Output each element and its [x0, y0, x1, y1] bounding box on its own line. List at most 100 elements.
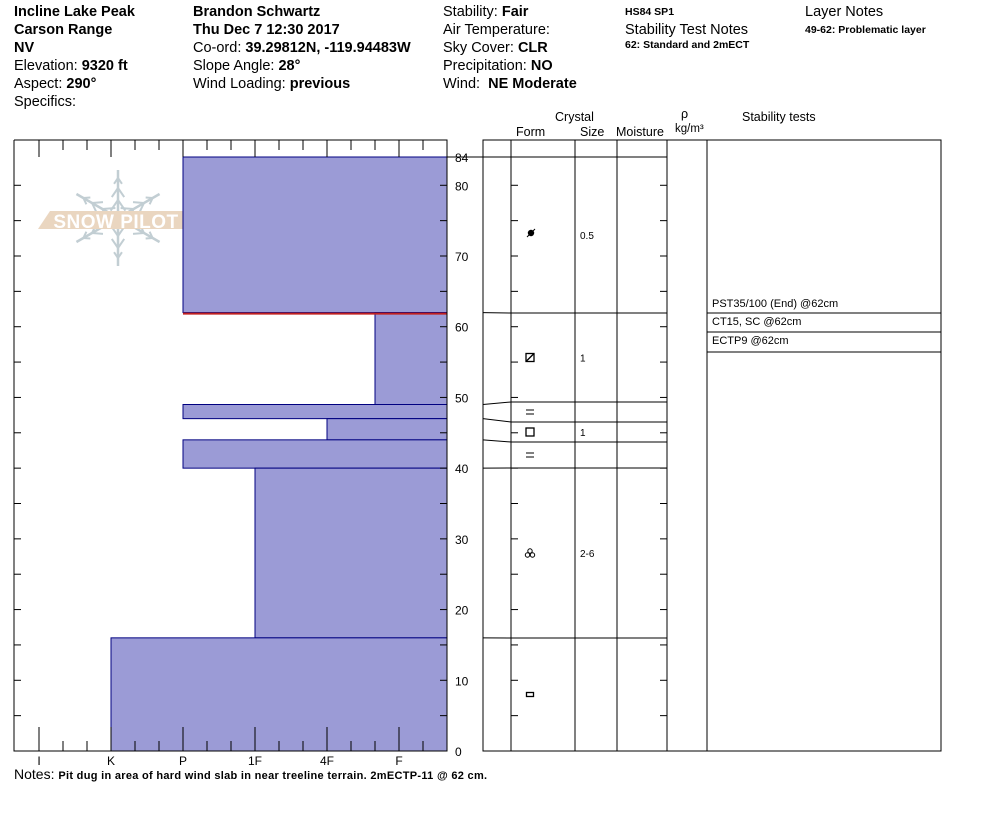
hardness-tick-label: K — [107, 754, 115, 768]
wind: Wind: NE Moderate — [443, 76, 577, 92]
stability: Stability: Fair — [443, 4, 529, 20]
hardness-tick-label: 1F — [248, 754, 262, 768]
square — [525, 427, 535, 437]
snowpilot-logo: SNOW PILOT — [38, 170, 195, 266]
slash — [526, 228, 536, 238]
depth-tick-label: 70 — [455, 250, 469, 264]
ice-crust-icon — [526, 409, 534, 415]
crystal-size: 1 — [580, 428, 586, 439]
layer-notes: 49-62: Problematic layer — [805, 24, 926, 36]
hs-label: HS84 SP1 — [625, 6, 675, 18]
snowflake-branch — [117, 251, 123, 259]
layer-table-frame — [482, 139, 942, 752]
hardness-bar — [182, 439, 448, 469]
hardness-tick-label: P — [179, 754, 187, 768]
notes: Notes: Pit dug in area of hard wind slab… — [14, 766, 488, 782]
slope-angle: Slope Angle: 28° — [193, 58, 301, 74]
snowflake-branch — [82, 197, 88, 205]
observer: Brandon Schwartz — [193, 4, 321, 20]
col-size: Size — [580, 125, 605, 139]
snowflake-branch — [91, 201, 104, 204]
col-rho: ρ — [681, 107, 689, 121]
faceted-rounded-icon — [525, 352, 535, 363]
snowflake-branch — [132, 201, 145, 204]
sky-cover: Sky Cover: CLR — [443, 40, 548, 56]
rounded-grains-icon — [525, 691, 535, 698]
layer-connector — [482, 418, 512, 423]
depth-tick-label: 10 — [455, 674, 469, 688]
hardness-bar — [182, 156, 448, 314]
wind-loading: Wind Loading: previous — [193, 76, 351, 92]
col-crystal: Crystal — [555, 110, 594, 124]
snowflake-branch — [148, 197, 154, 205]
col-stability-tests: Stability tests — [742, 110, 816, 124]
grain — [527, 548, 533, 554]
snowflake-branch — [132, 232, 145, 235]
snowflake-branch — [110, 187, 119, 198]
snowflake-branch — [91, 232, 104, 235]
stability-test: PST35/100 (End) @62cm — [712, 298, 838, 310]
col-form: Form — [516, 125, 546, 139]
precip-decomposed-icon — [526, 228, 536, 238]
depth-tick-label: 20 — [455, 604, 469, 618]
slash — [525, 353, 535, 362]
hardness-tick-label: 4F — [320, 754, 334, 768]
location: Incline Lake Peak — [14, 4, 135, 20]
melt-freeze-clusters-icon — [524, 548, 536, 558]
snowflake-branch — [117, 238, 126, 249]
stability-test: ECTP9 @62cm — [712, 335, 789, 347]
stability-test: CT15, SC @62cm — [712, 316, 801, 328]
hardness-tick-label: F — [395, 754, 402, 768]
snowflake-branch — [148, 231, 154, 239]
col-density-unit: kg/m³ — [675, 123, 704, 135]
snowflake-branch — [110, 238, 119, 249]
crystal-size: 2-6 — [580, 549, 595, 560]
hardness-bar — [326, 418, 448, 441]
grain — [524, 552, 531, 558]
crystal-size: 1 — [580, 354, 586, 365]
layer-connector — [482, 439, 512, 443]
depth-tick-label: 0 — [455, 745, 462, 759]
depth-tick-label: 60 — [455, 321, 469, 335]
snowflake-branch — [117, 177, 123, 185]
range: Carson Range — [14, 22, 113, 38]
layer-connector — [482, 401, 512, 405]
snowflake-branch — [120, 207, 134, 210]
snowflake-branch — [82, 231, 88, 239]
state: NV — [14, 40, 35, 56]
snowflake-branch — [83, 196, 91, 199]
hardness-bar — [374, 312, 448, 406]
ice-crust-icon — [526, 452, 534, 458]
stability-notes: 62: Standard and 2mECT — [625, 39, 750, 51]
elevation: Elevation: 9320 ft — [14, 58, 128, 74]
specifics: Specifics: — [14, 94, 77, 110]
hardness-bar — [110, 637, 448, 752]
snowflake-branch — [83, 237, 91, 240]
snowflake-branch — [145, 196, 153, 199]
datetime: Thu Dec 7 12:30 2017 — [193, 22, 340, 38]
facets-icon — [525, 427, 535, 437]
snowflake-branch — [102, 207, 116, 210]
air-temperature: Air Temperature: — [443, 22, 550, 38]
depth-tick-label: 40 — [455, 462, 469, 476]
precipitation: Precipitation: NO — [443, 58, 553, 74]
hardness-bar — [182, 404, 448, 420]
depth-tick-label: 30 — [455, 533, 469, 547]
stability-notes-title: Stability Test Notes — [625, 22, 749, 38]
grain — [525, 691, 535, 698]
grain — [529, 552, 536, 558]
logo-text: SNOW PILOT — [53, 212, 178, 233]
snowflake-branch — [113, 251, 119, 259]
snowflake-branch — [113, 177, 119, 185]
layer-notes-title: Layer Notes — [805, 4, 884, 20]
hardness-bar — [254, 467, 448, 639]
hardness-tick-label: I — [37, 754, 40, 768]
logo-band — [38, 211, 195, 229]
square — [525, 352, 535, 363]
crystal-size: 0.5 — [580, 231, 594, 242]
depth-tick-label: 80 — [455, 179, 469, 193]
snowflake-branch — [117, 187, 126, 198]
aspect: Aspect: 290° — [14, 76, 97, 92]
